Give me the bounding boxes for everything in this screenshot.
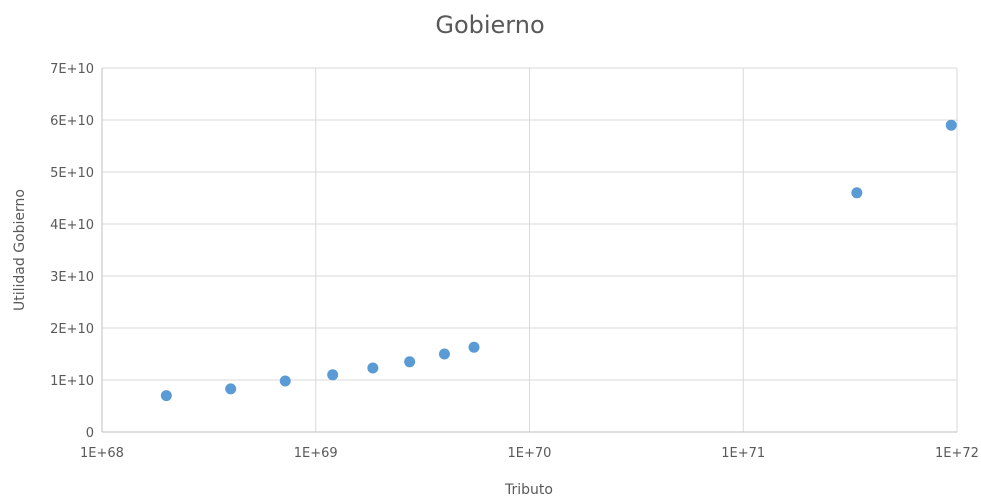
y-tick-label: 0 xyxy=(86,426,94,441)
x-axis-title: Tributo xyxy=(504,482,553,496)
data-points xyxy=(160,119,957,402)
y-tick-label: 7E+10 xyxy=(50,62,94,77)
data-point xyxy=(438,348,450,360)
data-point xyxy=(160,390,172,402)
y-tick-label: 5E+10 xyxy=(50,166,94,181)
y-tick-labels: 0 1E+10 2E+10 3E+10 4E+10 5E+10 6E+10 7E+10 xyxy=(50,62,94,441)
x-tick-label: 1E+70 xyxy=(508,446,552,461)
y-tick-label: 6E+10 xyxy=(50,114,94,129)
y-tick-label: 2E+10 xyxy=(50,322,94,337)
y-axis-title: Utilidad Gobierno xyxy=(12,189,28,311)
data-point xyxy=(367,362,379,374)
x-tick-label: 1E+72 xyxy=(935,446,979,461)
data-point xyxy=(279,375,291,387)
y-tick-label: 1E+10 xyxy=(50,374,94,389)
data-point xyxy=(225,383,237,395)
x-tick-label: 1E+69 xyxy=(294,446,338,461)
data-point xyxy=(468,341,480,353)
data-point xyxy=(404,356,416,368)
x-tick-labels: 1E+68 1E+69 1E+70 1E+71 1E+72 xyxy=(80,446,979,461)
y-tick-label: 3E+10 xyxy=(50,270,94,285)
gridlines xyxy=(102,67,958,432)
x-tick-label: 1E+68 xyxy=(80,446,124,461)
data-point xyxy=(945,119,957,131)
data-point xyxy=(851,187,863,199)
data-point xyxy=(327,369,339,381)
chart-title: Gobierno xyxy=(435,11,544,39)
y-tick-label: 4E+10 xyxy=(50,218,94,233)
axes xyxy=(101,68,957,433)
x-tick-label: 1E+71 xyxy=(721,446,765,461)
